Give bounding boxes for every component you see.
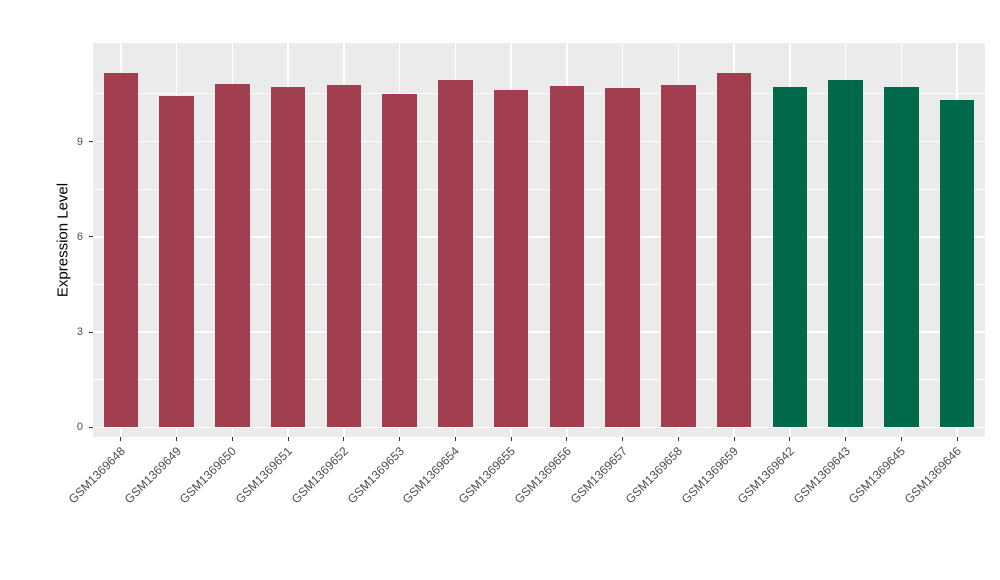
bar <box>382 93 417 428</box>
x-tick-mark <box>510 437 512 441</box>
x-tick-label: GSM1369653 <box>344 444 407 507</box>
x-tick-label: GSM1369652 <box>288 444 351 507</box>
x-tick-mark <box>454 437 456 441</box>
x-tick-label: GSM1369658 <box>623 444 686 507</box>
y-tick-mark <box>89 426 93 428</box>
bar <box>438 79 473 428</box>
y-tick-mark <box>89 236 93 238</box>
x-tick-mark <box>956 437 958 441</box>
bar <box>493 89 529 428</box>
x-tick-mark <box>566 437 568 441</box>
y-tick-label: 9 <box>76 135 83 148</box>
gridline-y-major <box>93 426 985 429</box>
bar <box>605 87 640 428</box>
x-tick-label: GSM1369643 <box>790 444 853 507</box>
y-tick-mark <box>89 141 93 142</box>
x-tick-mark <box>287 437 289 441</box>
bar <box>716 72 752 428</box>
x-tick-label: GSM1369657 <box>567 444 630 507</box>
y-tick-label: 6 <box>76 230 83 243</box>
x-tick-label: GSM1369654 <box>400 444 463 507</box>
y-axis: 0 3 6 9 <box>0 43 93 437</box>
x-tick-mark <box>622 437 624 441</box>
gridline-y-major <box>93 236 985 238</box>
bar <box>884 86 919 428</box>
gridline-y-minor <box>93 379 985 381</box>
x-tick-label: GSM1369648 <box>65 444 128 507</box>
gridline-y-major <box>93 140 985 143</box>
bar <box>326 84 362 428</box>
x-tick-label: GSM1369649 <box>121 444 184 507</box>
y-tick-label: 3 <box>76 326 83 339</box>
gridline-y-minor <box>93 188 985 190</box>
x-tick-mark <box>399 437 401 441</box>
bar <box>215 83 250 428</box>
plot-panel <box>93 43 985 437</box>
x-tick-mark <box>677 437 679 441</box>
x-tick-label: GSM1369650 <box>177 444 240 507</box>
x-tick-label: GSM1369656 <box>511 444 574 507</box>
x-tick-label: GSM1369645 <box>846 444 909 507</box>
x-tick-mark <box>343 437 345 441</box>
gridline-y-minor <box>93 284 985 285</box>
y-tick-label: 0 <box>76 421 83 434</box>
x-tick-mark <box>900 437 902 441</box>
x-tick-label: GSM1369651 <box>232 444 296 507</box>
bar <box>828 79 863 428</box>
x-tick-label: GSM1369646 <box>901 444 965 507</box>
x-tick-label: GSM1369655 <box>455 444 519 507</box>
bar <box>939 99 975 428</box>
gridline-y-minor <box>93 93 985 95</box>
x-tick-mark <box>176 437 178 441</box>
x-tick-mark <box>733 437 735 441</box>
x-axis: GSM1369648 GSM1369649 GSM1369650 GSM1369651… <box>0 437 1000 580</box>
x-tick-mark <box>845 437 847 441</box>
bar <box>772 86 808 428</box>
bar <box>549 85 585 428</box>
bar <box>661 84 696 428</box>
gridline-y-major <box>93 331 985 333</box>
bar <box>103 72 139 428</box>
x-tick-label: GSM1369659 <box>678 444 742 507</box>
bar <box>159 95 194 428</box>
x-tick-mark <box>231 437 233 441</box>
x-tick-label: GSM1369642 <box>734 444 797 507</box>
bar <box>270 86 306 428</box>
y-tick-mark <box>89 331 93 333</box>
x-tick-mark <box>120 437 122 441</box>
x-tick-mark <box>789 437 791 441</box>
